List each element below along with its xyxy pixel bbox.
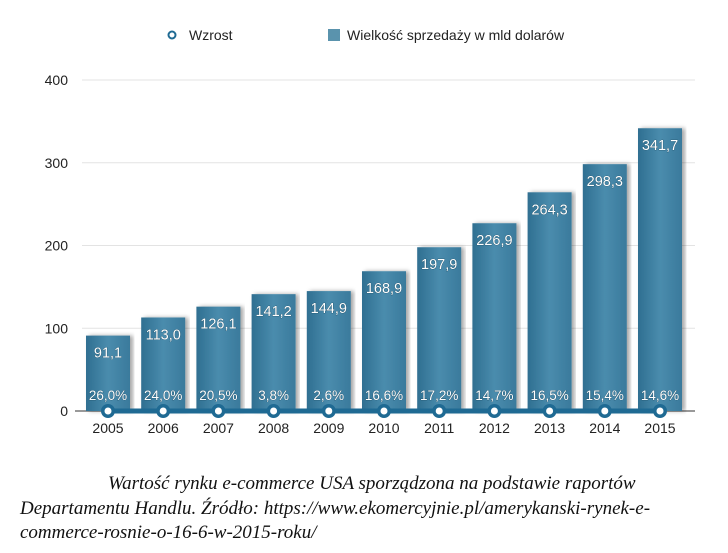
legend-label: Wzrost	[189, 27, 233, 43]
growth-point	[601, 407, 609, 415]
x-tick-label: 2005	[92, 420, 123, 436]
growth-point	[325, 407, 333, 415]
bar	[362, 271, 406, 411]
caption-line: Departamentu Handlu. Źródło: https://www…	[20, 497, 651, 519]
growth-value-label: 2,6%	[313, 388, 344, 403]
growth-value-label: 26,0%	[89, 388, 127, 403]
bar-value-label: 264,3	[531, 202, 567, 218]
x-tick-label: 2013	[534, 420, 565, 436]
legend-label: Wielkość sprzedaży w mld dolarów	[347, 27, 565, 43]
growth-point	[380, 407, 388, 415]
bar-value-label: 226,9	[476, 233, 512, 249]
x-tick-label: 2006	[148, 420, 179, 436]
x-tick-label: 2014	[589, 420, 620, 436]
growth-value-label: 14,7%	[475, 388, 513, 403]
growth-point	[656, 407, 664, 415]
bar	[417, 247, 462, 411]
bar	[472, 223, 517, 411]
y-tick-label: 100	[45, 320, 69, 336]
y-tick-label: 300	[45, 155, 69, 171]
bar-value-label: 144,9	[311, 301, 347, 317]
bar-value-label: 113,0	[146, 327, 181, 343]
growth-point	[546, 407, 554, 415]
bar-value-label: 197,9	[421, 257, 457, 273]
bar-value-label: 298,3	[587, 174, 623, 190]
bar-value-label: 91,1	[94, 346, 122, 362]
bar-value-label: 126,1	[200, 317, 236, 333]
growth-value-label: 16,6%	[365, 388, 403, 403]
bar	[251, 294, 296, 411]
bar	[306, 291, 351, 411]
figure-caption: Wartość rynku e-commerce USA sporządzona…	[20, 472, 720, 546]
bar	[196, 306, 241, 411]
x-tick-label: 2015	[644, 420, 675, 436]
x-tick-label: 2010	[368, 420, 399, 436]
growth-point	[104, 407, 112, 415]
growth-value-label: 14,6%	[641, 388, 679, 403]
bar	[638, 128, 682, 411]
bar	[582, 164, 627, 411]
growth-point	[159, 407, 167, 415]
growth-value-label: 17,2%	[420, 388, 458, 403]
growth-point	[270, 407, 278, 415]
bar	[86, 335, 130, 411]
x-tick-label: 2007	[203, 420, 234, 436]
bar	[527, 192, 572, 411]
x-tick-label: 2009	[313, 420, 344, 436]
caption-line: commerce-rosnie-o-16-6-w-2015-roku/	[20, 522, 317, 543]
bar-chart: Wzrost Wielkość sprzedaży w mld dolarów 0 1…	[45, 27, 695, 436]
y-tick-label: 0	[60, 403, 68, 419]
x-tick-label: 2011	[424, 420, 454, 436]
y-tick-label: 200	[45, 238, 69, 254]
legend-bar-swatch-icon	[328, 29, 340, 41]
legend-line-marker-icon	[167, 30, 177, 40]
bar	[141, 317, 186, 411]
growth-value-label: 16,5%	[530, 388, 568, 403]
growth-value-label: 24,0%	[144, 388, 182, 403]
bar-value-label: 341,7	[642, 138, 678, 154]
growth-point	[214, 407, 222, 415]
x-tick-label: 2008	[258, 420, 289, 436]
bar-value-label: 168,9	[366, 281, 402, 297]
y-tick-label: 400	[45, 72, 69, 88]
x-tick-label: 2012	[479, 420, 510, 436]
bar-value-label: 141,2	[255, 304, 291, 320]
growth-value-label: 20,5%	[199, 388, 237, 403]
growth-value-label: 3,8%	[258, 388, 289, 403]
caption-line: Wartość rynku e-commerce USA sporządzona…	[108, 473, 636, 494]
growth-value-label: 15,4%	[586, 388, 624, 403]
growth-point	[490, 407, 498, 415]
growth-point	[435, 407, 443, 415]
